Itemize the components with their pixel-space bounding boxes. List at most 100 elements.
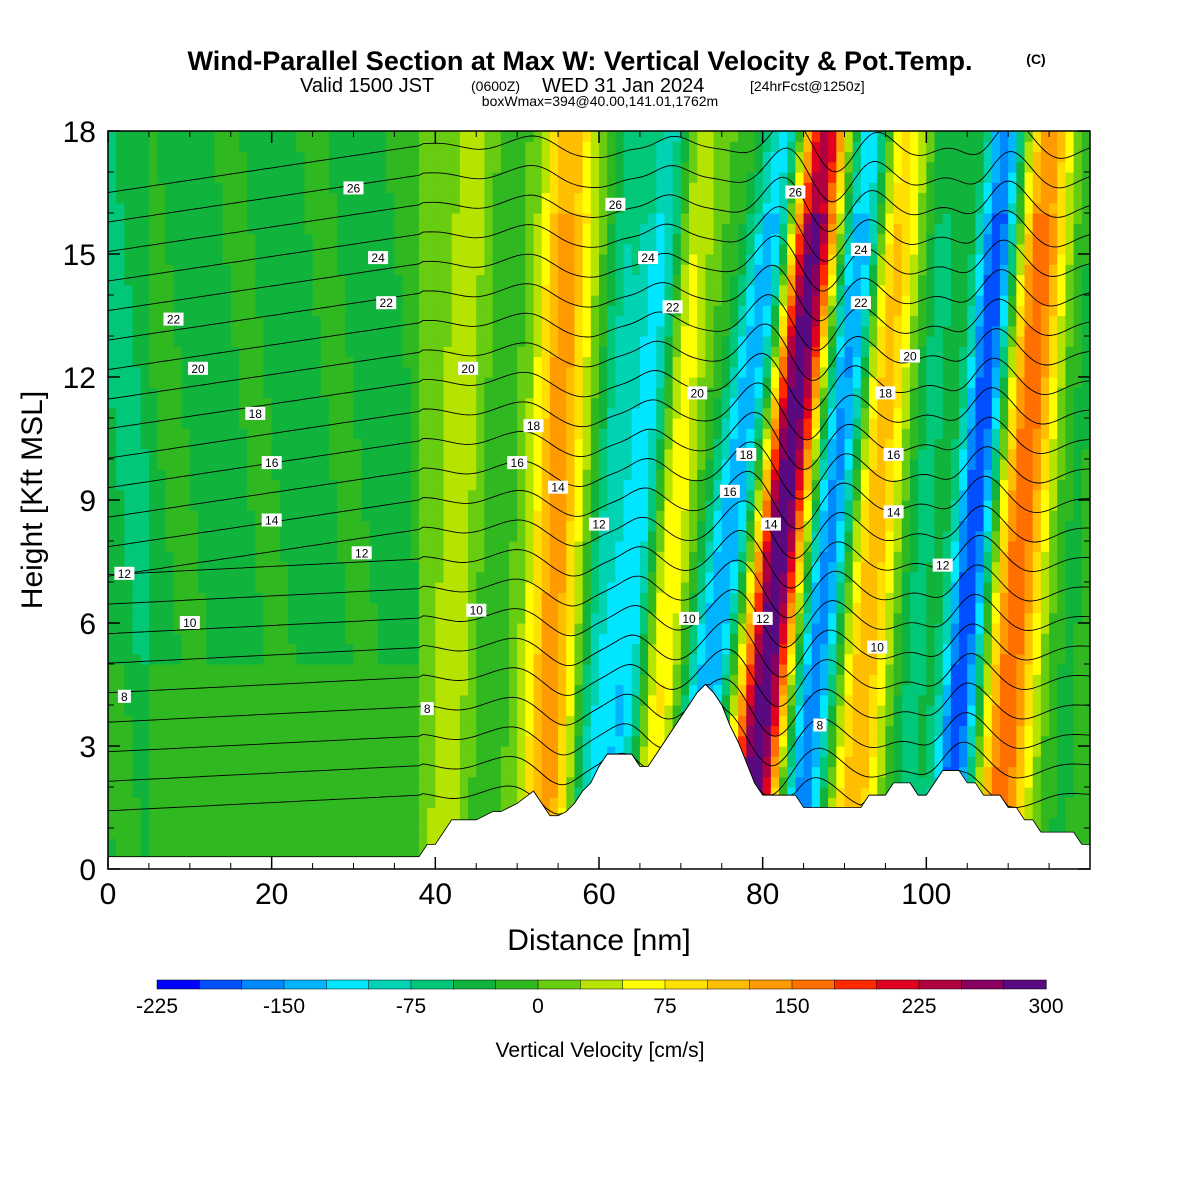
- field-cell: [492, 182, 502, 194]
- field-cell: [230, 653, 240, 665]
- field-cell: [631, 725, 641, 737]
- field-cell: [418, 602, 428, 614]
- field-cell: [517, 612, 526, 624]
- field-cell: [181, 295, 191, 306]
- field-cell: [206, 131, 215, 142]
- field-cell: [468, 172, 477, 183]
- field-cell: [525, 561, 535, 573]
- field-cell: [304, 254, 314, 265]
- field-cell: [656, 530, 666, 542]
- field-cell: [427, 315, 436, 327]
- field-cell: [492, 766, 502, 778]
- field-cell: [140, 787, 150, 798]
- field-cell: [468, 664, 477, 675]
- field-cell: [394, 674, 404, 686]
- field-cell: [492, 397, 502, 409]
- field-cell: [418, 510, 428, 522]
- field-cell: [263, 551, 273, 563]
- field-cell: [386, 243, 396, 255]
- field-cell: [574, 151, 584, 163]
- field-cell: [189, 817, 199, 829]
- field-cell: [296, 243, 305, 255]
- field-cell: [590, 766, 600, 778]
- field-cell: [492, 735, 502, 747]
- field-cell: [468, 243, 477, 255]
- field-cell: [394, 612, 404, 624]
- field-cell: [623, 746, 633, 757]
- field-cell: [607, 243, 616, 255]
- field-cell: [402, 315, 412, 327]
- field-cell: [525, 182, 535, 194]
- field-cell: [443, 807, 453, 819]
- field-cell: [648, 151, 657, 163]
- field-cell: [615, 141, 625, 153]
- field-cell: [140, 161, 150, 173]
- field-cell: [378, 448, 387, 460]
- field-cell: [623, 469, 633, 481]
- field-cell: [140, 356, 150, 368]
- field-cell: [648, 243, 657, 255]
- field-cell: [214, 284, 224, 296]
- field-cell: [247, 510, 256, 522]
- field-cell: [140, 264, 150, 276]
- field-cell: [590, 653, 600, 665]
- field-cell: [631, 664, 641, 675]
- field-cell: [263, 787, 273, 798]
- field-cell: [369, 418, 379, 429]
- field-cell: [369, 807, 379, 819]
- field-cell: [173, 623, 183, 634]
- field-cell: [345, 448, 355, 460]
- field-cell: [230, 141, 240, 153]
- field-cell: [140, 397, 150, 409]
- field-cell: [492, 387, 502, 399]
- field-cell: [271, 479, 281, 491]
- field-cell: [443, 776, 453, 788]
- field-cell: [427, 469, 436, 481]
- field-cell: [549, 172, 559, 183]
- field-cell: [206, 223, 215, 235]
- field-cell: [279, 305, 289, 317]
- field-cell: [533, 643, 543, 655]
- field-cell: [369, 776, 379, 788]
- field-cell: [549, 694, 559, 706]
- field-cell: [124, 848, 134, 860]
- field-cell: [492, 643, 502, 655]
- field-cell: [566, 643, 576, 655]
- field-cell: [639, 520, 649, 532]
- field-cell: [468, 479, 477, 491]
- field-cell: [541, 459, 551, 470]
- field-cell: [549, 602, 559, 614]
- field-cell: [255, 612, 265, 624]
- field-cell: [468, 459, 477, 470]
- field-cell: [508, 202, 518, 214]
- field-cell: [639, 428, 649, 440]
- field-cell: [443, 336, 453, 347]
- field-cell: [214, 582, 224, 593]
- field-cell: [198, 776, 207, 788]
- field-cell: [116, 428, 125, 440]
- field-cell: [296, 336, 305, 347]
- field-cell: [198, 510, 207, 522]
- field-cell: [615, 520, 625, 532]
- field-cell: [238, 633, 248, 645]
- field-cell: [451, 377, 461, 388]
- field-cell: [525, 510, 535, 522]
- field-cell: [549, 705, 559, 716]
- field-cell: [222, 161, 232, 173]
- field-cell: [345, 469, 355, 481]
- field-cell: [148, 797, 158, 809]
- field-cell: [238, 664, 248, 675]
- field-cell: [230, 756, 240, 768]
- field-cell: [124, 705, 134, 716]
- field-cell: [558, 448, 567, 460]
- field-cell: [631, 633, 641, 645]
- field-cell: [549, 623, 559, 634]
- field-cell: [247, 284, 256, 296]
- field-cell: [369, 848, 379, 860]
- field-cell: [558, 643, 567, 655]
- field-cell: [500, 674, 510, 686]
- field-cell: [345, 623, 355, 634]
- field-cell: [157, 377, 166, 388]
- field-cell: [468, 787, 477, 798]
- field-cell: [345, 694, 355, 706]
